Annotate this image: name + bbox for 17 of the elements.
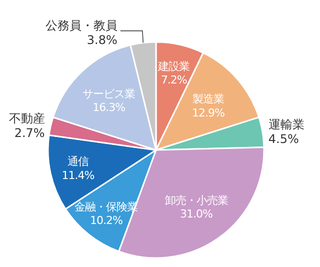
slice-label: 通信 bbox=[68, 155, 90, 168]
slice-label: 不動産 bbox=[8, 111, 45, 126]
data-label: 2.7% bbox=[14, 126, 45, 140]
data-label: 16.3% bbox=[92, 101, 126, 114]
data-label: 12.9% bbox=[192, 106, 225, 120]
data-label: 31.0% bbox=[180, 208, 213, 221]
slice-label: 運輸業 bbox=[268, 118, 304, 132]
slice-label: 卸売・小売業 bbox=[164, 194, 228, 207]
data-label: 7.2% bbox=[160, 74, 187, 87]
data-label: 10.2% bbox=[90, 214, 122, 228]
slice-label: 建設業 bbox=[157, 60, 190, 73]
slice-label: サービス業 bbox=[82, 87, 136, 100]
slice-label: 製造業 bbox=[192, 92, 225, 106]
data-label: 11.4% bbox=[62, 168, 94, 182]
data-label: 4.5% bbox=[268, 132, 299, 146]
slice-label: 公務員・教員 bbox=[45, 18, 118, 33]
data-label: 3.8% bbox=[86, 33, 118, 48]
